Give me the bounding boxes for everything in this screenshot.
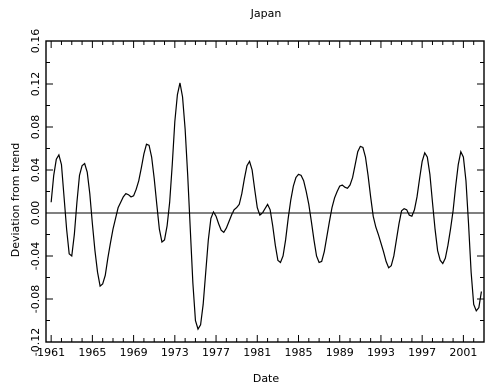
y-tick-label: 0.08: [29, 115, 42, 140]
y-tick-label: 0.16: [29, 29, 42, 54]
x-tick-label: 1965: [78, 346, 106, 359]
x-tick-label: 1993: [367, 346, 395, 359]
x-tick-label: 2001: [449, 346, 477, 359]
x-tick-label: 1981: [243, 346, 271, 359]
x-tick-label: 1997: [408, 346, 436, 359]
y-tick-label: -0.08: [29, 285, 42, 313]
y-axis-label: Deviation from trend: [9, 143, 22, 258]
series-group: [50, 82, 483, 331]
y-tick-label: 0.04: [29, 158, 42, 183]
axes: 1961 1965 1969 1973 1977 1981 1985 1989 1993 1997…: [29, 29, 484, 359]
y-tick-label: 0.00: [29, 201, 42, 226]
x-tick-label: 1969: [120, 346, 148, 359]
x-tick-label: 1961: [37, 346, 65, 359]
y-tick-label: 0.12: [29, 72, 42, 97]
chart-title: Japan: [250, 7, 282, 20]
y-tick-label: -0.04: [29, 242, 42, 270]
y-tick-label: -0.12: [29, 328, 42, 356]
x-axis-label: Date: [253, 372, 280, 385]
x-tick-label: 1973: [161, 346, 189, 359]
x-tick-label: 1977: [202, 346, 230, 359]
series-line-0: [50, 82, 483, 331]
x-tick-label: 1989: [326, 346, 354, 359]
x-tick-label: 1985: [284, 346, 312, 359]
